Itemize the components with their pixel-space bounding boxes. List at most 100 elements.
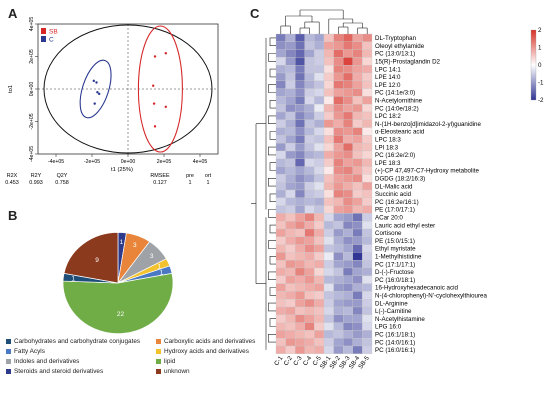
- heatmap-cell: [304, 174, 315, 183]
- row-label: Lauric acid ethyl ester: [375, 222, 435, 229]
- heatmap-cell: [352, 306, 363, 315]
- heatmap-cell: [285, 306, 296, 315]
- point-sb: [152, 84, 155, 87]
- legend-label: unknown: [164, 368, 190, 375]
- row-label: ACar 20:0: [375, 214, 403, 221]
- heatmap-cell: [285, 338, 296, 347]
- heatmap-cell: [275, 80, 286, 89]
- slice-label: 9: [95, 257, 99, 264]
- heatmap-cell: [343, 80, 353, 89]
- heatmap-cell: [343, 314, 353, 323]
- heatmap-cell: [343, 111, 353, 120]
- heatmap-cell: [362, 65, 373, 74]
- heatmap-cell: [352, 174, 363, 183]
- heatmap-cell: [352, 322, 363, 331]
- row-label: LPE 12:0: [375, 82, 401, 89]
- heatmap-cell: [314, 345, 325, 354]
- heatmap-cell: [295, 33, 305, 42]
- heatmap-cell: [343, 275, 353, 284]
- row-dendrogram-branch: [269, 256, 276, 265]
- heatmap-cell: [333, 57, 344, 66]
- point-c: [93, 102, 96, 105]
- heatmap-cell: [362, 119, 373, 128]
- row-dendrogram-branch: [269, 68, 276, 78]
- stat-value: 0.453: [5, 180, 19, 186]
- pie-legend: Carbohydrates and carbohydrate conjugate…: [6, 338, 306, 375]
- heatmap-cell: [343, 65, 353, 74]
- legend-label: Carboxylic acids and derivatives: [164, 338, 256, 345]
- point-sb: [153, 55, 157, 58]
- heatmap-cell: [275, 174, 286, 183]
- heatmap-cell: [362, 228, 373, 237]
- heatmap-cell: [304, 345, 315, 354]
- heatmap-cell: [314, 291, 325, 300]
- heatmap-cell: [333, 291, 344, 300]
- heatmap-cell: [352, 182, 363, 191]
- row-label: PC (13:0/13:1): [375, 51, 415, 58]
- heatmap-cell: [304, 267, 315, 276]
- heatmap-cell: [352, 291, 363, 300]
- legend-item: Indoles and derivatives: [6, 358, 156, 365]
- heatmap-cell: [314, 111, 325, 120]
- heatmap-cell: [352, 158, 363, 167]
- stat-header: Q2Y: [57, 173, 68, 179]
- heatmap-cell: [304, 150, 315, 159]
- heatmap-cell: [275, 57, 286, 66]
- row-label: PC (14:0/16:1): [375, 339, 415, 346]
- heatmap-cell: [323, 127, 334, 136]
- heatmap-cell: [275, 88, 286, 97]
- legend-label: lipid: [164, 358, 176, 365]
- heatmap-cell: [352, 127, 363, 136]
- row-label: LPE 18:3: [375, 160, 401, 167]
- heatmap-cell: [352, 244, 363, 253]
- point-sb: [164, 52, 167, 55]
- slice-label: 3: [133, 242, 137, 249]
- row-dendrogram-branch: [256, 37, 267, 210]
- heatmap-cell: [285, 158, 296, 167]
- heatmap-cell: [333, 314, 344, 323]
- heatmap-cell: [333, 65, 344, 74]
- heatmap-cell: [343, 197, 353, 206]
- legend-swatch: [6, 369, 11, 374]
- row-label: N-Acetylhistamine: [375, 316, 425, 323]
- heatmap-cell: [323, 275, 334, 284]
- heatmap-cell: [352, 228, 363, 237]
- heatmap-cell: [362, 197, 373, 206]
- heatmap-cell: [295, 49, 305, 58]
- legend-swatch: [156, 339, 161, 344]
- point-c: [95, 81, 98, 84]
- heatmap-cell: [304, 330, 315, 339]
- heatmap-cell: [323, 244, 334, 253]
- colorbar-tick-label: 1: [538, 45, 542, 52]
- heatmap-cell: [295, 119, 305, 128]
- stat-header: pre: [186, 173, 194, 179]
- heatmap-cell: [333, 80, 344, 89]
- heatmap-cell: [304, 299, 315, 308]
- heatmap-cell: [314, 41, 325, 50]
- heatmap-cell: [304, 322, 315, 331]
- heatmap-cell: [352, 49, 363, 58]
- heatmap-cell: [275, 283, 286, 292]
- heatmap-cell: [295, 189, 305, 198]
- heatmap-cell: [275, 299, 286, 308]
- heatmap-cell: [362, 111, 373, 120]
- panel-label-a: A: [8, 6, 18, 21]
- heatmap-cell: [333, 338, 344, 347]
- heatmap-cell: [362, 88, 373, 97]
- heatmap-cell: [314, 283, 325, 292]
- legend-swatch: [6, 339, 11, 344]
- colorbar-tick-label: -1: [538, 80, 544, 87]
- heatmap-cell: [304, 80, 315, 89]
- row-dendrogram-branch: [269, 100, 276, 109]
- heatmap-cell: [314, 174, 325, 183]
- slice-label: 1: [120, 239, 124, 246]
- row-label: DL-Arginine: [375, 300, 408, 307]
- heatmap-cell: [362, 143, 373, 152]
- heatmap-cell: [352, 189, 363, 198]
- heatmap-cell: [275, 127, 286, 136]
- heatmap-cell: [285, 228, 296, 237]
- heatmap-cell: [314, 49, 325, 58]
- heatmap-cell: [333, 345, 344, 354]
- point-sb: [152, 102, 156, 105]
